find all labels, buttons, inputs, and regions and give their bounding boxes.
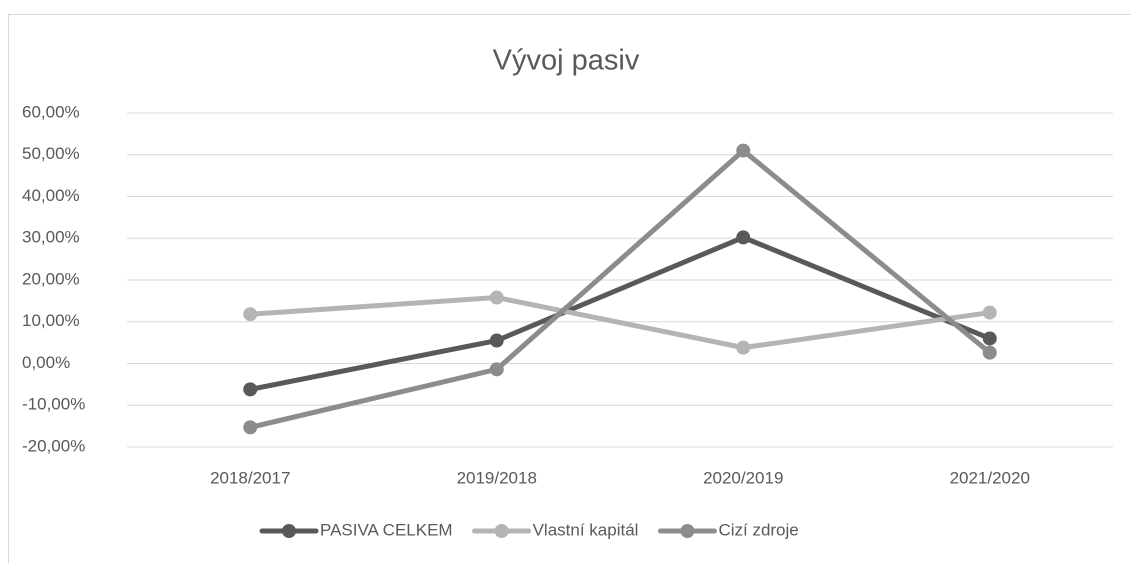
series-line xyxy=(247,234,993,392)
y-tick-label: -20,00% xyxy=(22,436,85,455)
y-tick-label: 30,00% xyxy=(22,228,80,247)
data-point xyxy=(982,305,997,320)
x-tick-label: 2019/2018 xyxy=(457,468,537,487)
data-point xyxy=(736,340,751,355)
data-point xyxy=(243,307,258,322)
chart-frame xyxy=(8,14,1131,563)
series-line xyxy=(247,295,993,351)
x-tick-label: 2018/2017 xyxy=(210,468,290,487)
y-tick-label: 60,00% xyxy=(22,102,80,121)
y-tick-label: -10,00% xyxy=(22,395,85,414)
legend-label: Vlastní kapitál xyxy=(533,520,639,539)
legend-label: PASIVA CELKEM xyxy=(320,520,453,539)
data-point xyxy=(243,420,258,435)
legend-marker xyxy=(494,524,509,538)
chart-title: Vývoj pasiv xyxy=(493,45,640,77)
y-tick-label: 0,00% xyxy=(22,353,70,372)
y-tick-label: 50,00% xyxy=(22,144,80,163)
data-point xyxy=(489,290,504,305)
data-point xyxy=(982,331,997,346)
legend-marker xyxy=(282,524,296,538)
data-point xyxy=(489,333,504,348)
legend-marker xyxy=(680,524,695,538)
data-point xyxy=(736,230,751,245)
x-tick-label: 2021/2020 xyxy=(950,468,1030,487)
y-tick-label: 40,00% xyxy=(22,186,80,205)
data-point xyxy=(243,382,258,397)
series-line xyxy=(247,148,993,430)
y-tick-label: 20,00% xyxy=(22,269,80,288)
y-tick-label: 10,00% xyxy=(22,311,80,330)
data-point xyxy=(736,143,751,158)
data-point xyxy=(489,362,504,377)
legend-label: Cizí zdroje xyxy=(718,520,798,539)
data-point xyxy=(982,345,997,360)
x-tick-label: 2020/2019 xyxy=(703,468,783,487)
